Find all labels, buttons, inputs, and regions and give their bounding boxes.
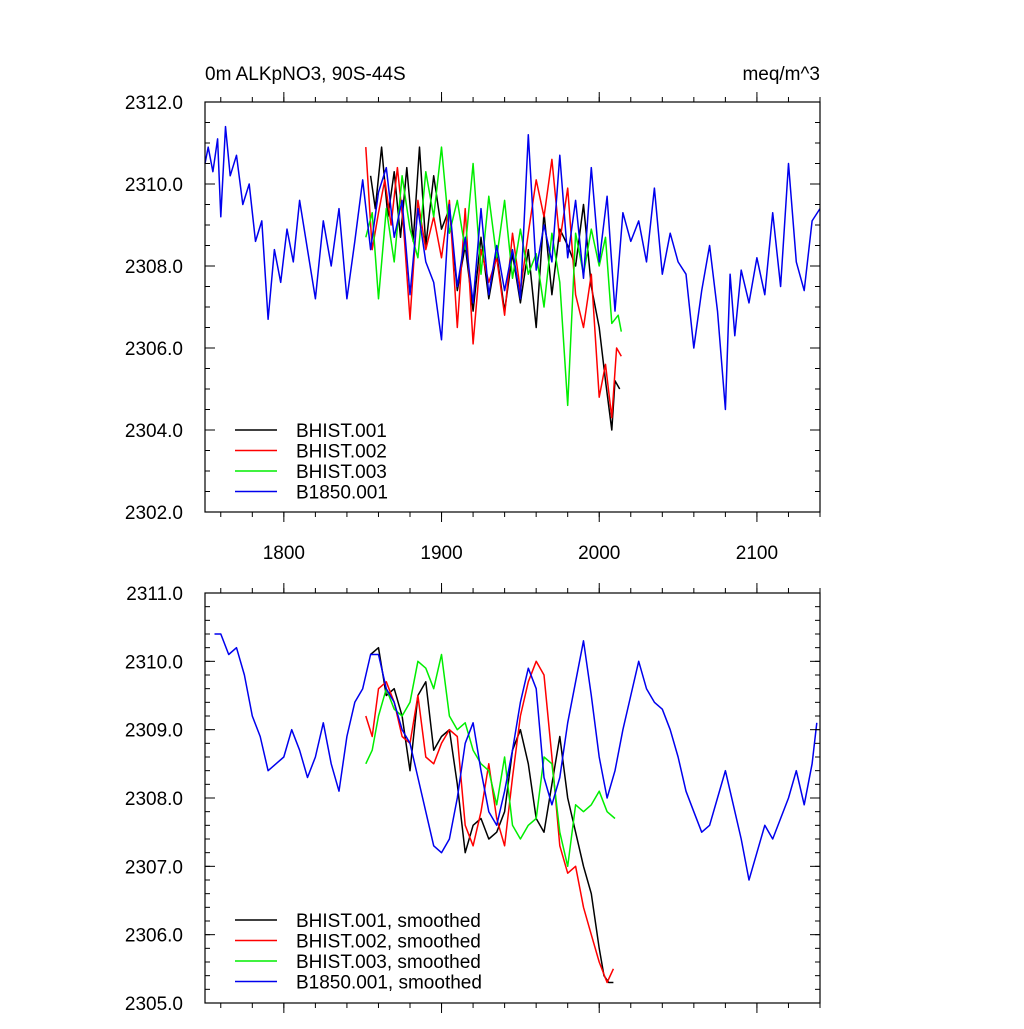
top-x-tick-label: 1800: [263, 543, 305, 564]
bottom-y-tick-label: 2305.0: [125, 994, 183, 1015]
top-panel: 2302.0 2304.0 2306.0 2308.0 2310.0 2312.0 1800…: [125, 64, 821, 564]
top-series-line-4: [204, 125, 821, 411]
top-y-tick-label: 2302.0: [125, 503, 183, 524]
top-series-line-1: [369, 146, 621, 431]
top-legend-label-3: BHIST.003: [296, 462, 387, 483]
top-series-line-3: [365, 146, 623, 407]
top-y-tick-label: 2310.0: [125, 175, 183, 196]
bottom-y-tick-label: 2308.0: [125, 789, 183, 810]
bottom-y-tick-label: 2310.0: [125, 652, 183, 673]
bottom-series-line-2: [365, 660, 615, 984]
bottom-y-tick-label: 2307.0: [125, 857, 183, 878]
bottom-series-line-4: [214, 633, 818, 881]
top-y-tick-label: 2304.0: [125, 421, 183, 442]
top-title-left: 0m ALKpNO3, 90S-44S: [205, 64, 406, 85]
top-y-tick-label: 2306.0: [125, 339, 183, 360]
bottom-legend-label-3: BHIST.003, smoothed: [296, 952, 481, 973]
top-x-tick-label: 2000: [578, 543, 620, 564]
top-legend-label-4: B1850.001: [296, 483, 388, 504]
top-legend-label-1: BHIST.001: [296, 421, 387, 442]
top-x-tick-label: 2100: [736, 543, 778, 564]
top-x-tick-label: 1900: [420, 543, 462, 564]
bottom-y-tick-label: 2311.0: [126, 584, 183, 605]
bottom-series-line-3: [365, 653, 616, 868]
bottom-panel: 2305.0 2306.0 2307.0 2308.0 2309.0 2310.0 2311…: [125, 583, 821, 1015]
bottom-y-tick-label: 2309.0: [125, 721, 183, 742]
bottom-series-line-1: [370, 646, 614, 984]
top-y-tick-label: 2308.0: [125, 257, 183, 278]
top-y-tick-label: 2312.0: [125, 93, 183, 114]
bottom-legend-label-2: BHIST.002, smoothed: [296, 932, 481, 953]
top-legend-label-2: BHIST.002: [296, 442, 387, 463]
bottom-legend-label-4: B1850.001, smoothed: [296, 973, 482, 994]
bottom-y-tick-label: 2306.0: [125, 926, 183, 947]
bottom-legend-label-1: BHIST.001, smoothed: [296, 911, 481, 932]
top-title-right: meq/m^3: [742, 64, 820, 85]
